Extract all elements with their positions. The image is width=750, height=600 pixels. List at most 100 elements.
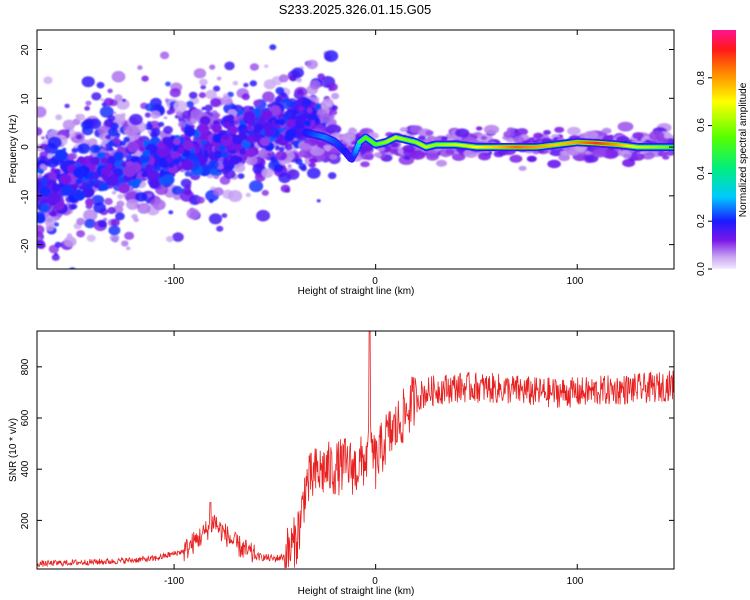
spectrogram-cell bbox=[169, 105, 175, 111]
spectrogram-cell bbox=[249, 80, 257, 87]
spectrogram-cell bbox=[127, 141, 140, 153]
spectrogram-cell bbox=[150, 199, 155, 204]
spectrogram-cell bbox=[247, 117, 256, 126]
spectrogram-cell bbox=[228, 125, 238, 135]
spectrogram-cell bbox=[197, 123, 210, 134]
spectrogram-cell bbox=[532, 150, 540, 155]
spectrogram-cell bbox=[144, 123, 153, 131]
spectrogram-cell bbox=[37, 173, 43, 179]
colorbar: 0.0 0.2 0.4 0.6 0.8 Normalized spectral … bbox=[696, 30, 749, 276]
snr-x-axis-title: Height of straight line (km) bbox=[298, 586, 415, 597]
spectrogram-cell bbox=[210, 97, 222, 108]
snr-xtick-label: 100 bbox=[567, 576, 584, 587]
spectrogram-cell bbox=[330, 109, 338, 116]
spectrogram-cell bbox=[77, 156, 85, 164]
snr-frame bbox=[36, 330, 675, 570]
spectrogram-cell bbox=[178, 121, 186, 128]
snr-ytick-label: 600 bbox=[20, 409, 31, 426]
figure-title: S233.2025.326.01.15.G05 bbox=[279, 2, 432, 17]
spectrogram-cell bbox=[188, 91, 198, 99]
spectrogram-cell bbox=[107, 206, 116, 215]
spectrogram-cell bbox=[256, 118, 264, 125]
spectrogram-y-axis-title: Frequency (Hz) bbox=[8, 115, 19, 184]
spectrogram-cell bbox=[213, 112, 221, 118]
spectrogram-cell bbox=[324, 50, 339, 62]
spectrogram-cell bbox=[298, 106, 305, 112]
spectrogram-cell bbox=[227, 91, 234, 98]
spectrogram-cell bbox=[410, 150, 426, 160]
spectrogram-cell bbox=[62, 119, 76, 130]
spectrogram-cell bbox=[267, 152, 272, 156]
spectrogram-cell bbox=[454, 128, 470, 138]
spectrogram-cell bbox=[137, 65, 143, 70]
spectrogram-cell bbox=[261, 168, 274, 178]
spectrogram-cell bbox=[77, 143, 91, 154]
spectrogram-cell bbox=[208, 213, 223, 225]
spectrogram-cell bbox=[38, 168, 44, 175]
spectrogram-cell bbox=[163, 125, 173, 135]
spectrogram-cell bbox=[325, 102, 332, 108]
spectrogram-cell bbox=[96, 81, 105, 89]
spectrogram-cell bbox=[67, 153, 76, 161]
spectrogram-cell bbox=[509, 154, 523, 163]
spectrogram-cell bbox=[317, 73, 325, 80]
spectrogram-cell bbox=[59, 174, 72, 185]
spectrogram-cell bbox=[166, 161, 175, 168]
spectrogram-cell bbox=[516, 128, 528, 136]
spectrogram-cell bbox=[262, 91, 275, 102]
spectrogram-cell bbox=[113, 151, 124, 161]
spectrogram-cell bbox=[169, 88, 181, 98]
colorbar-tick-label: 0.2 bbox=[696, 214, 707, 228]
spectrogram-cell bbox=[237, 173, 245, 180]
spectrogram-ridge bbox=[301, 128, 674, 163]
spectrogram-cell bbox=[296, 77, 302, 83]
spectrogram-x-axis-title: Height of straight line (km) bbox=[298, 286, 415, 297]
spectrogram-cell bbox=[39, 163, 47, 170]
spectrogram-cell bbox=[662, 155, 670, 160]
spectrogram-cell bbox=[71, 147, 79, 153]
spectrogram-cell bbox=[93, 182, 100, 189]
spectrogram-cell bbox=[173, 193, 182, 201]
spectrogram-cell bbox=[196, 196, 205, 204]
spectrogram-cell bbox=[161, 174, 175, 186]
spectrogram-ytick-label: 10 bbox=[20, 93, 31, 105]
spectrogram-cell bbox=[360, 161, 370, 168]
spectrogram-cell bbox=[76, 113, 86, 121]
spectrogram-cell bbox=[101, 167, 111, 176]
spectrogram-cell bbox=[526, 155, 537, 163]
spectrogram-cell bbox=[124, 231, 135, 240]
spectrogram-ytick-label: 20 bbox=[20, 44, 31, 56]
spectrogram-cell bbox=[133, 217, 139, 223]
spectrogram-cell bbox=[137, 202, 151, 214]
spectrogram-cell bbox=[76, 217, 85, 226]
spectrogram-cell bbox=[213, 187, 224, 196]
spectrogram-cell bbox=[543, 130, 551, 135]
spectrogram-cell bbox=[112, 167, 124, 178]
spectrogram-cell bbox=[221, 95, 233, 105]
spectrogram-cell bbox=[115, 212, 125, 221]
spectrogram-cell bbox=[301, 98, 312, 108]
spectrogram-cell bbox=[185, 101, 194, 108]
spectrogram-cell bbox=[278, 146, 285, 152]
spectrogram-cell bbox=[306, 59, 318, 70]
spectrogram-cell bbox=[208, 198, 214, 204]
spectrogram-cell bbox=[309, 146, 325, 156]
spectrogram-cell bbox=[644, 139, 652, 144]
spectrogram-cell bbox=[257, 148, 270, 159]
spectrogram-cell bbox=[55, 114, 63, 121]
spectrogram-cell bbox=[119, 140, 127, 146]
spectrogram-cell bbox=[425, 130, 434, 136]
spectrogram-cell bbox=[170, 109, 176, 114]
spectrogram-cell bbox=[220, 151, 229, 159]
spectrogram-cell bbox=[98, 125, 108, 134]
spectrogram-cell bbox=[193, 68, 207, 79]
spectrogram-cell bbox=[68, 267, 76, 269]
spectrogram-cell bbox=[592, 148, 607, 158]
spectrogram-cell bbox=[86, 234, 96, 242]
spectrogram-cell bbox=[342, 134, 356, 143]
spectrogram-cell bbox=[245, 147, 257, 158]
spectrogram-cell bbox=[297, 89, 304, 95]
spectrogram-cell bbox=[128, 199, 134, 204]
spectrogram-cell bbox=[513, 136, 524, 143]
spectrogram-cell bbox=[61, 185, 74, 197]
